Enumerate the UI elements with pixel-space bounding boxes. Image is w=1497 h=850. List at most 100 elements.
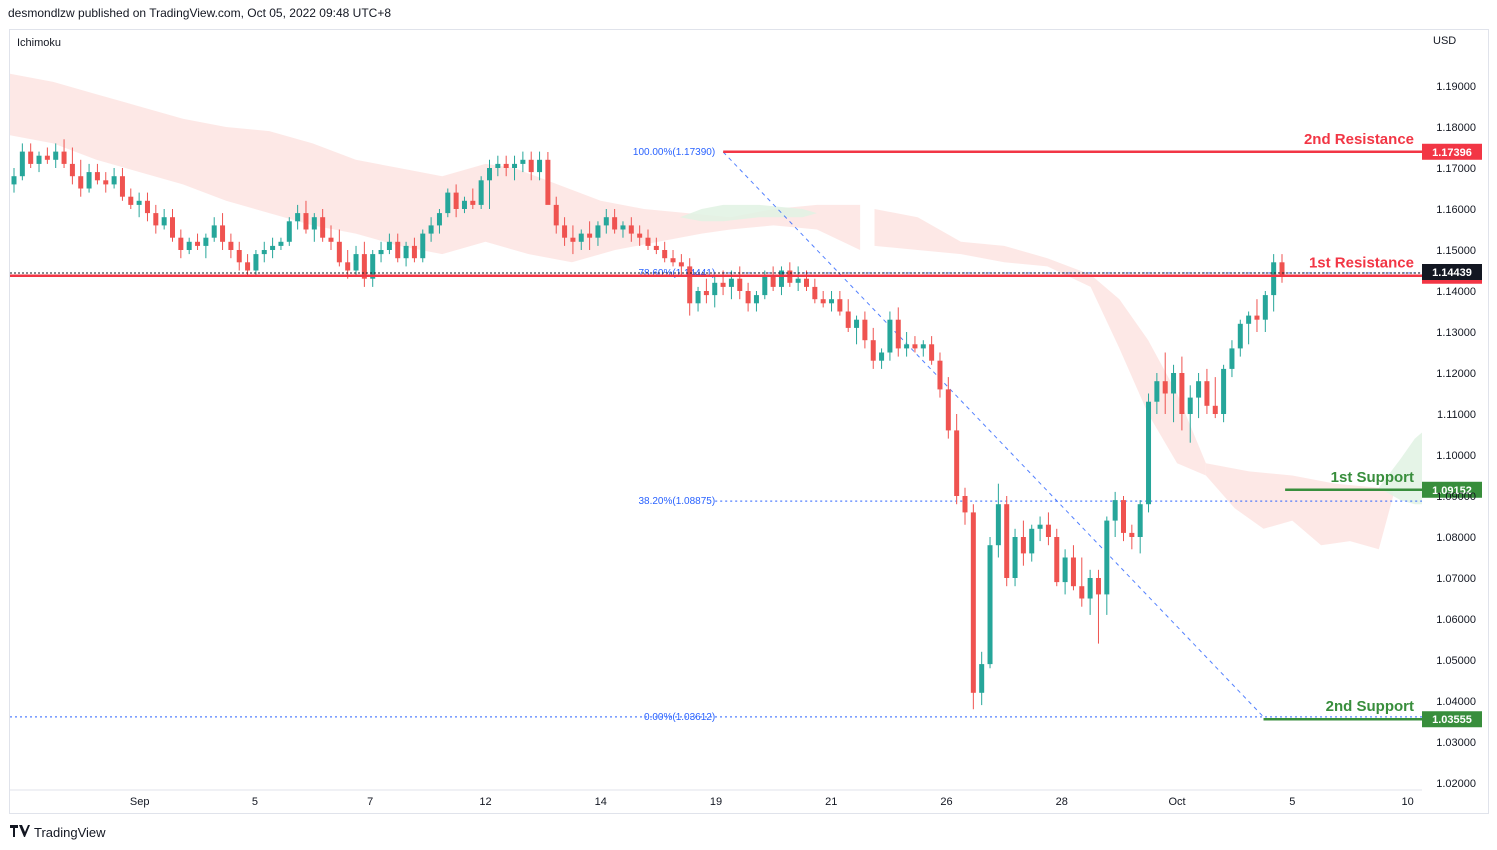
candle-body <box>94 172 100 181</box>
candle-body <box>578 233 584 242</box>
candle-body <box>1070 557 1076 587</box>
candle-body <box>503 163 509 168</box>
candle-body <box>345 262 351 271</box>
candle-body <box>528 159 534 173</box>
y-tick-label: 1.13000 <box>1436 327 1476 339</box>
candle-body <box>253 254 259 271</box>
candle-body <box>1212 405 1218 414</box>
candle-body <box>612 217 618 230</box>
candle-body <box>195 241 201 246</box>
candle-body <box>228 241 234 250</box>
publisher-caption: desmondlzw published on TradingView.com,… <box>8 6 392 20</box>
candle-body <box>770 274 776 287</box>
chart-frame <box>9 29 1489 814</box>
candle-body <box>645 237 651 246</box>
indicator-label: Ichimoku <box>17 37 61 49</box>
candle-body <box>512 163 518 168</box>
candle-body <box>1012 537 1018 578</box>
candle-body <box>128 196 134 205</box>
candle-body <box>353 254 359 271</box>
y-tick-label: 1.18000 <box>1436 122 1476 134</box>
candle-body <box>103 180 109 185</box>
candle-body <box>78 176 84 189</box>
cloud-bear-a <box>10 73 861 263</box>
candle-body <box>1087 578 1093 599</box>
x-tick-label: 10 <box>1401 796 1413 808</box>
time-axis: Sep 5 7 12 14 19 21 26 28 Oct 5 10 <box>10 789 1422 808</box>
candle-body <box>245 262 251 271</box>
candle-body <box>186 241 192 250</box>
candle-body <box>36 155 42 164</box>
candle-body <box>487 168 492 181</box>
candle-body <box>653 245 659 250</box>
y-tick-label: 1.14000 <box>1436 286 1476 298</box>
candle-body <box>1196 381 1202 398</box>
candle-body <box>1187 397 1193 414</box>
candle-body <box>328 237 334 242</box>
level-price-label: 1.17396 <box>1432 147 1472 159</box>
candle-body <box>1121 500 1126 533</box>
candle-body <box>1279 262 1285 275</box>
candle-body <box>278 241 284 246</box>
candle-body <box>303 213 309 230</box>
candle-body <box>904 344 910 349</box>
y-tick-label: 1.19000 <box>1436 81 1476 93</box>
candle-body <box>620 225 626 230</box>
candle-body <box>270 245 276 250</box>
candle-body <box>403 245 409 259</box>
candle-body <box>1171 373 1177 394</box>
candle-body <box>428 225 434 234</box>
candle-body <box>178 237 184 250</box>
candle-body <box>970 512 976 693</box>
candle-body <box>478 180 484 205</box>
y-tick-label: 1.04000 <box>1436 696 1476 708</box>
candle-body <box>1004 504 1010 578</box>
candle-body <box>1154 381 1160 402</box>
candle-body <box>1129 532 1135 537</box>
candle-body <box>1029 528 1035 554</box>
candle-body <box>411 245 417 259</box>
candle-body <box>703 291 709 296</box>
candle-body <box>445 192 451 214</box>
candle-body <box>912 344 918 349</box>
candle-body <box>987 545 993 665</box>
candle-body <box>311 217 317 230</box>
candle-body <box>553 204 559 226</box>
candle-body <box>136 200 142 205</box>
candle-body <box>870 340 876 361</box>
candle-body <box>378 250 384 255</box>
candle-body <box>762 274 768 296</box>
candle-body <box>879 352 885 361</box>
candle-body <box>211 225 217 238</box>
x-tick-label: 26 <box>940 796 952 808</box>
candle-body <box>320 217 326 238</box>
x-tick-label: 12 <box>479 796 491 808</box>
candle-body <box>1062 557 1068 583</box>
candle-body <box>370 254 376 279</box>
candle-body <box>1254 315 1260 320</box>
level-name: 1st Support <box>1331 469 1414 486</box>
cloud-bear-c <box>1205 463 1394 550</box>
candle-body <box>11 176 17 185</box>
candle-body <box>778 270 784 287</box>
last-price-tag <box>1422 264 1482 281</box>
candle-body <box>995 504 1001 546</box>
candlesticks <box>11 139 1285 710</box>
x-tick-label: Sep <box>130 796 150 808</box>
candle-body <box>829 299 835 304</box>
candle-body <box>570 237 576 242</box>
level-name: 2nd Support <box>1326 698 1414 715</box>
y-tick-label: 1.16000 <box>1436 204 1476 216</box>
candle-body <box>1037 524 1043 529</box>
candle-body <box>170 217 175 238</box>
candle-body <box>595 225 601 238</box>
y-tick-label: 1.09000 <box>1436 491 1476 503</box>
fib-label: 78.60%(1.14441) <box>638 268 715 279</box>
candle-body <box>286 221 292 242</box>
candle-body <box>153 213 159 226</box>
candle-body <box>1204 381 1210 406</box>
y-tick-label: 1.08000 <box>1436 532 1476 544</box>
candle-body <box>1271 262 1277 296</box>
